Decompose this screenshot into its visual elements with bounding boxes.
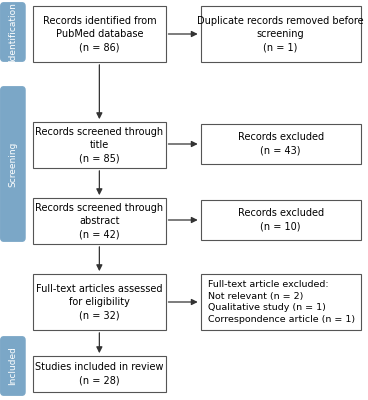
FancyBboxPatch shape <box>33 274 166 330</box>
FancyBboxPatch shape <box>201 124 361 164</box>
Text: Records excluded
(n = 10): Records excluded (n = 10) <box>237 208 324 232</box>
FancyBboxPatch shape <box>33 122 166 168</box>
Text: Studies included in review
(n = 28): Studies included in review (n = 28) <box>35 362 164 386</box>
FancyBboxPatch shape <box>201 6 361 62</box>
Text: Full-text articles assessed
for eligibility
(n = 32): Full-text articles assessed for eligibil… <box>36 284 163 320</box>
Text: Records screened through
title
(n = 85): Records screened through title (n = 85) <box>35 127 163 163</box>
Text: Records excluded
(n = 43): Records excluded (n = 43) <box>237 132 324 156</box>
Text: Included: Included <box>8 346 17 386</box>
Text: Records identified from
PubMed database
(n = 86): Records identified from PubMed database … <box>43 16 156 52</box>
Text: Records screened through
abstract
(n = 42): Records screened through abstract (n = 4… <box>35 203 163 239</box>
FancyBboxPatch shape <box>33 198 166 244</box>
Text: Screening: Screening <box>8 141 17 187</box>
FancyBboxPatch shape <box>1 337 25 395</box>
Text: Identification: Identification <box>8 2 17 62</box>
FancyBboxPatch shape <box>201 200 361 240</box>
FancyBboxPatch shape <box>1 3 25 61</box>
FancyBboxPatch shape <box>201 274 361 330</box>
FancyBboxPatch shape <box>33 356 166 392</box>
Text: Duplicate records removed before
screening
(n = 1): Duplicate records removed before screeni… <box>197 16 364 52</box>
FancyBboxPatch shape <box>1 87 25 241</box>
Text: Full-text article excluded:
Not relevant (n = 2)
Qualitative study (n = 1)
Corre: Full-text article excluded: Not relevant… <box>208 280 355 324</box>
FancyBboxPatch shape <box>33 6 166 62</box>
